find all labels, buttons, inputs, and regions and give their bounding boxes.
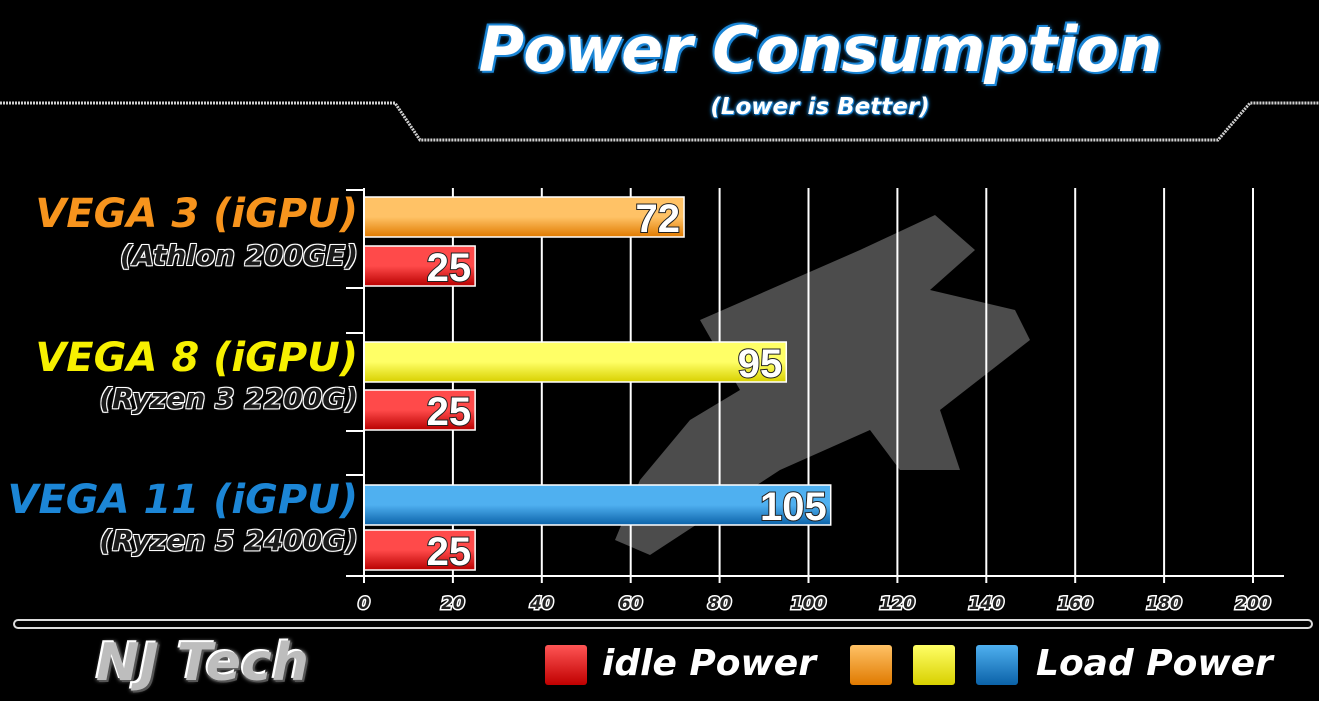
bar-load-0-label: 72	[636, 197, 681, 241]
bar-idle-2-label: 25	[427, 530, 472, 574]
x-tick-label: 200	[1235, 594, 1271, 614]
bar-load-1	[363, 341, 788, 383]
bar-idle-1	[363, 389, 476, 431]
category-name-0: VEGA 3 (iGPU)	[35, 191, 358, 237]
legend-swatch-vega3	[850, 645, 892, 685]
x-tick-label: 160	[1057, 594, 1093, 614]
category-name-2: VEGA 11 (iGPU)	[7, 477, 359, 523]
legend-label-load: Load Power	[1036, 643, 1273, 684]
x-tick-label: 180	[1146, 594, 1182, 614]
x-tick-label: 60	[619, 594, 643, 614]
bar-idle-1-label: 25	[427, 390, 472, 434]
x-tick-label: 120	[880, 594, 916, 614]
bar-load-2-label: 105	[760, 485, 827, 529]
x-tick-label: 140	[969, 594, 1005, 614]
bar-load-2	[363, 484, 832, 526]
brand-logo: NJ Tech	[96, 633, 309, 693]
x-tick-label: 40	[529, 594, 554, 614]
legend-swatch-vega11	[976, 645, 1018, 685]
bar-idle-0	[363, 245, 476, 287]
category-name-1: VEGA 8 (iGPU)	[35, 335, 358, 381]
chart-title: Power Consumption	[478, 13, 1162, 86]
legend-swatch-vega8	[913, 645, 955, 685]
legend-label-idle: idle Power	[602, 643, 816, 684]
category-sub-2: (Ryzen 5 2400G)	[99, 524, 358, 557]
x-tick-label: 80	[708, 594, 732, 614]
category-sub-0: (Athlon 200GE)	[119, 239, 358, 272]
category-sub-1: (Ryzen 3 2200G)	[99, 382, 358, 415]
bar-load-1-label: 95	[738, 342, 783, 386]
bar-load-0	[363, 196, 685, 238]
legend-swatch-idle	[545, 645, 587, 685]
x-tick-label: 0	[358, 594, 370, 614]
chart-subtitle: (Lower is Better)	[710, 94, 930, 120]
x-tick-label: 100	[791, 594, 827, 614]
x-tick-label: 20	[441, 594, 465, 614]
bar-idle-0-label: 25	[427, 246, 472, 290]
bar-idle-2	[363, 529, 476, 571]
